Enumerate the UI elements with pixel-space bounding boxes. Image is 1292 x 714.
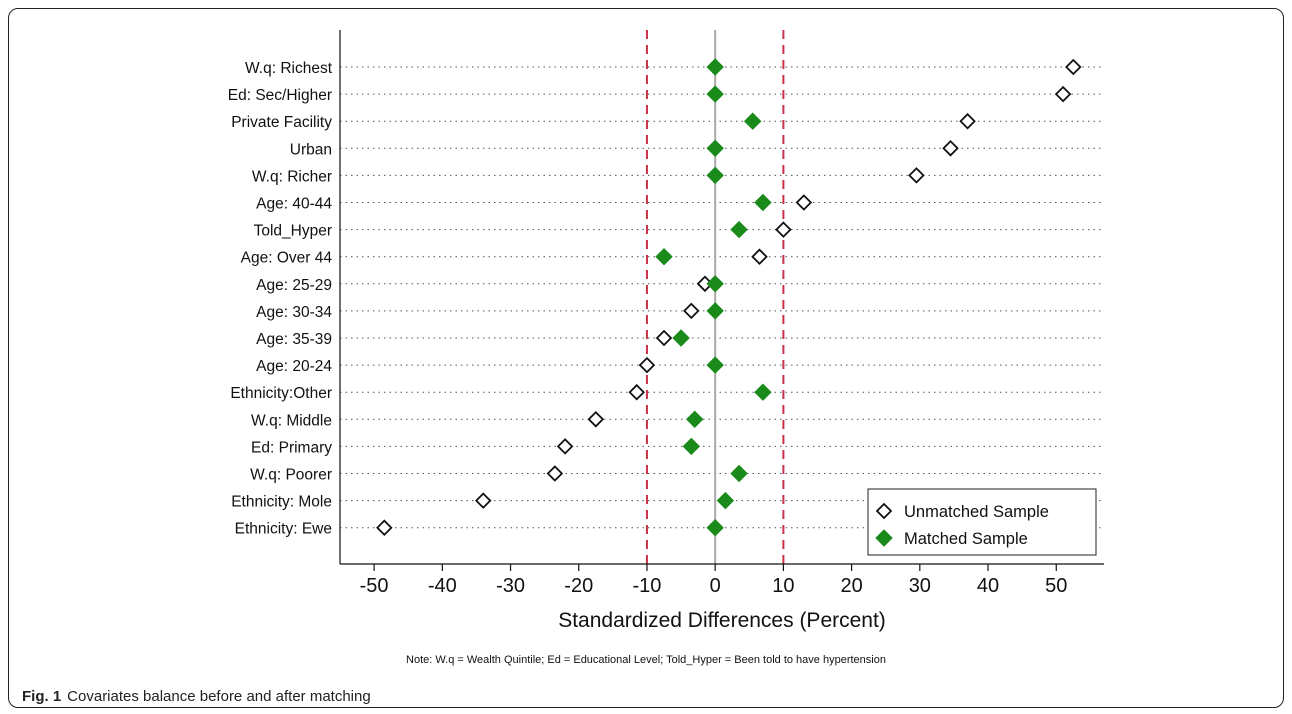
unmatched-marker (795, 194, 813, 211)
axes (339, 30, 1104, 571)
figure-caption: Fig. 1 Covariates balance before and afte… (22, 688, 371, 705)
matched-marker (706, 139, 724, 158)
y-tick-label: W.q: Richest (245, 60, 333, 77)
matched-marker (682, 437, 701, 456)
unmatched-marker (942, 140, 959, 157)
x-tick-label: -50 (360, 575, 389, 597)
y-tick-label: W.q: Middle (251, 412, 332, 429)
matched-marker (743, 112, 762, 130)
matched-marker (706, 166, 724, 185)
legend: Unmatched Sample Matched Sample (867, 488, 1097, 556)
matched-marker (686, 410, 704, 429)
x-tick-label: 30 (909, 575, 931, 597)
matched-marker (754, 383, 772, 401)
y-tick-label: Age: 35-39 (256, 331, 332, 348)
matched-marker (706, 302, 724, 320)
x-tick-label: -40 (428, 575, 457, 597)
unmatched-marker (908, 167, 925, 184)
matched-marker (706, 85, 724, 103)
unmatched-marker (751, 248, 768, 265)
matched-marker (716, 491, 735, 510)
matched-marker (754, 193, 772, 212)
unmatched-marker (546, 465, 564, 482)
unmatched-marker (1065, 58, 1082, 76)
matched-marker (706, 58, 724, 76)
y-tick-label: Age: Over 44 (241, 250, 333, 267)
y-tick-labels: W.q: Richest Ed: Sec/Higher Private Facili… (228, 60, 333, 538)
y-tick-label: W.q: Richer (252, 168, 332, 185)
y-tick-label: Ethnicity: Ewe (235, 521, 332, 538)
x-tick-labels: -50 -40 -30 -20 -10 0 10 20 30 40 50 (360, 575, 1068, 597)
matched-marker (672, 329, 690, 347)
reference-lines (645, 30, 785, 564)
y-tick-label: Urban (290, 141, 332, 158)
y-tick-label: W.q: Poorer (250, 467, 332, 484)
y-tick-label: Age: 40-44 (256, 196, 332, 213)
y-tick-label: Ethnicity: Mole (231, 494, 332, 511)
x-tick-label: 0 (710, 575, 721, 597)
y-tick-label: Told_Hyper (254, 223, 332, 240)
unmatched-marker (655, 329, 673, 347)
unmatched-marker (474, 492, 492, 509)
y-tick-label: Age: 30-34 (256, 304, 332, 321)
unmatched-marker (959, 112, 976, 130)
legend-marker-unmatched (875, 502, 893, 520)
legend-marker-matched (875, 529, 893, 547)
unmatched-marker (638, 356, 656, 374)
legend-box (867, 488, 1097, 556)
x-tick-label: -30 (496, 575, 525, 597)
figure-caption-label: Fig. 1 (22, 688, 62, 705)
unmatched-marker (587, 411, 605, 428)
x-tick-label: -20 (564, 575, 593, 597)
legend-label: Matched Sample (904, 530, 1028, 548)
matched-marker (706, 356, 724, 374)
unmatched-marker (775, 221, 792, 238)
matched-marker (706, 518, 724, 537)
matched-marker (655, 247, 673, 266)
figure-caption-text: Covariates balance before and after matc… (67, 688, 371, 705)
x-tick-label: -10 (633, 575, 662, 597)
unmatched-marker (1054, 85, 1072, 103)
gridlines (340, 66, 1104, 529)
y-tick-label: Ethnicity:Other (230, 385, 332, 402)
x-tick-label: 20 (840, 575, 862, 597)
unmatched-marker (628, 383, 646, 401)
matched-marker (730, 464, 748, 483)
legend-label: Unmatched Sample (904, 503, 1049, 521)
x-tick-label: 40 (977, 575, 999, 597)
x-tick-label: 10 (772, 575, 794, 597)
x-tick-label: 50 (1045, 575, 1067, 597)
x-axis-title: Standardized Differences (Percent) (558, 609, 886, 632)
y-tick-label: Private Facility (231, 114, 332, 131)
y-tick-label: Age: 20-24 (256, 358, 332, 375)
y-tick-label: Age: 25-29 (256, 277, 332, 294)
matched-marker (730, 220, 748, 239)
figure-note: Note: W.q = Wealth Quintile; Ed = Educat… (406, 654, 886, 666)
data-markers (376, 58, 1082, 537)
unmatched-marker (556, 438, 574, 455)
unmatched-marker (376, 519, 393, 536)
y-tick-label: Ed: Sec/Higher (228, 87, 332, 104)
y-tick-label: Ed: Primary (251, 439, 332, 456)
unmatched-marker (683, 302, 700, 320)
matched-marker (706, 275, 724, 293)
